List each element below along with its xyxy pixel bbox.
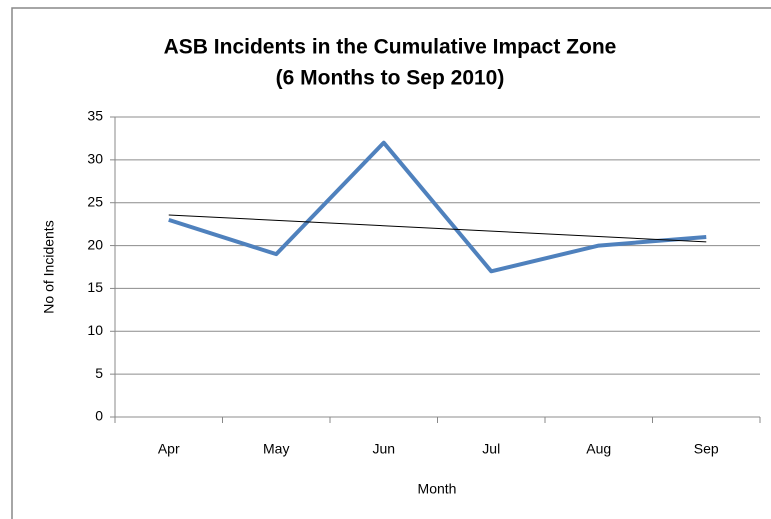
chart-frame	[11, 7, 771, 519]
y-tick-label: 10	[87, 322, 103, 338]
x-tick-label: May	[263, 441, 289, 457]
x-tick-label: Sep	[694, 441, 719, 457]
x-tick-label: Jul	[482, 441, 500, 457]
chart-subtitle: (6 Months to Sep 2010)	[276, 67, 505, 90]
x-tick-label: Jun	[372, 441, 395, 457]
x-axis-label: Month	[418, 481, 457, 497]
x-tick-label: Aug	[586, 441, 611, 457]
y-tick-label: 0	[95, 408, 103, 424]
chart-title: ASB Incidents in the Cumulative Impact Z…	[164, 36, 617, 59]
data-line	[168, 140, 707, 274]
y-tick-label: 35	[87, 108, 103, 124]
y-tick-label: 30	[87, 151, 103, 167]
y-axis-label: No of Incidents	[41, 220, 57, 313]
y-tick-label: 5	[95, 365, 103, 381]
x-tick-label: Apr	[158, 441, 180, 457]
y-tick-label: 20	[87, 236, 103, 252]
y-tick-label: 25	[87, 193, 103, 209]
trendline	[168, 214, 707, 243]
y-tick-label: 15	[87, 279, 103, 295]
